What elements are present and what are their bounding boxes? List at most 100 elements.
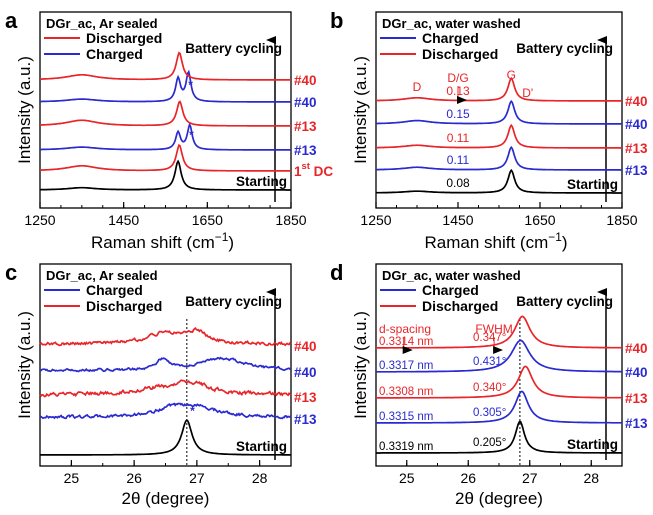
asterisk-annotation: *: [190, 404, 195, 418]
spectrum-line: [40, 51, 291, 81]
panel-title: DGr_ac, water washed: [382, 16, 521, 31]
x-axis-label: Raman shift (cm−1): [91, 230, 234, 252]
series-label: 1st DC: [294, 161, 333, 179]
x-tick-label: 1450: [108, 212, 139, 228]
series-label: Starting: [567, 177, 618, 192]
series-label: #13: [625, 416, 648, 431]
panel-title: DGr_ac, water washed: [382, 268, 521, 283]
spectrum-line: [40, 419, 291, 456]
series-label: #40: [294, 95, 317, 110]
legend-label: Discharged: [86, 298, 162, 314]
spectrum-line: [40, 100, 291, 127]
series-label: #40: [625, 94, 648, 109]
d-spacing-header: d-spacing: [379, 322, 431, 336]
panel-a: a 1250 1450 1650 1850 Raman shift (cm−1) Inten…: [5, 8, 333, 252]
series-label: #13: [294, 143, 317, 158]
peak-label-d: D: [413, 80, 422, 94]
series-label: #13: [294, 412, 317, 427]
series-label: Starting: [236, 439, 287, 454]
dg-ratio-value: 0.08: [446, 176, 470, 190]
panel-letter: c: [5, 260, 17, 285]
legend-label: Charged: [422, 30, 479, 46]
y-axis-label: Intensity (a.u.): [351, 56, 370, 164]
x-tick-label: 1850: [275, 212, 306, 228]
spectrum-line: [376, 145, 622, 171]
x-tick-label: 1650: [192, 212, 223, 228]
panel-title: DGr_ac, Ar sealed: [46, 16, 158, 31]
fwhm-header: FWHM: [475, 322, 512, 336]
x-tick-label: 1250: [360, 212, 391, 228]
spectrum-line: [40, 69, 291, 103]
arrow-label: Battery cycling: [516, 294, 613, 309]
series-label: #40: [294, 365, 317, 380]
panel-title: DGr_ac, Ar sealed: [46, 268, 158, 283]
spectrum-line: [39, 402, 292, 420]
series-label: #13: [625, 141, 648, 156]
series-label: #40: [294, 73, 317, 88]
fwhm-value: 0.305°: [473, 407, 506, 419]
legend-label: Charged: [86, 46, 143, 62]
spectrum-line: [376, 420, 622, 454]
series-label: #13: [294, 390, 317, 405]
y-axis-label: Intensity (a.u.): [15, 56, 34, 164]
x-tick-label: 28: [583, 470, 599, 486]
x-tick-label: 27: [522, 470, 538, 486]
fwhm-value: 0.431°: [473, 356, 506, 368]
x-tick-label: 1850: [606, 212, 637, 228]
spectrum-line: [376, 390, 622, 424]
spectrum-line: [39, 327, 292, 347]
x-axis-label: Raman shift (cm−1): [425, 230, 568, 252]
series-label: #40: [625, 341, 648, 356]
x-tick-label: 1650: [524, 212, 555, 228]
x-tick-label: 25: [64, 470, 80, 486]
x-tick-label: 27: [189, 470, 205, 486]
peak-label-g: G: [507, 68, 516, 82]
x-tick-label: 1450: [442, 212, 473, 228]
fwhm-value: 0.347°: [473, 332, 506, 344]
panel-letter: d: [330, 260, 343, 285]
d-spacing-value: 0.3315 nm: [379, 411, 433, 423]
x-tick-label: 25: [399, 470, 415, 486]
spectrum-line: [39, 159, 291, 191]
spectrum-line: [376, 315, 622, 349]
x-axis-label: 2θ (degree): [455, 489, 543, 508]
series-label: #13: [294, 119, 317, 134]
spectrum-line: [376, 339, 622, 373]
y-axis-label: Intensity (a.u.): [15, 311, 34, 419]
panel-c: c 25 26 27 28 2θ (degree) Intensity (a.u.) DGr_…: [5, 260, 317, 508]
fwhm-value: 0.340°: [473, 382, 506, 394]
series-label: #13: [625, 163, 648, 178]
d-spacing-value: 0.3317 nm: [379, 360, 433, 372]
spectrum-line: [40, 143, 291, 172]
series-label: Starting: [236, 174, 287, 189]
d-spacing-value: 0.3319 nm: [379, 441, 433, 453]
spectrum-line: [39, 379, 292, 398]
peak-label-dprime: D': [522, 86, 533, 100]
series-label: #40: [294, 339, 317, 354]
asterisk-annotation: *: [188, 78, 193, 92]
spectrum-line: [376, 76, 622, 102]
panel-b: b 1250 1450 1650 1850 Raman shift (cm−1) Inten…: [330, 8, 648, 252]
fwhm-value: 0.205°: [473, 437, 506, 449]
legend-label: Discharged: [86, 30, 162, 46]
spectrum-line: [376, 99, 622, 125]
y-axis-label: Intensity (a.u.): [351, 311, 370, 419]
series-label: #40: [625, 365, 648, 380]
x-tick-label: 28: [252, 470, 268, 486]
spectrum-line: [376, 168, 622, 194]
x-axis-label: 2θ (degree): [122, 489, 210, 508]
panel-letter: a: [5, 8, 18, 33]
arrow-label: Battery cycling: [185, 41, 282, 56]
spectrum-line: [40, 356, 291, 373]
x-tick-label: 26: [460, 470, 476, 486]
spectrum-line: [376, 365, 623, 399]
d-spacing-value: 0.3314 nm: [379, 336, 433, 348]
peak-label-dg: D/G: [447, 71, 468, 85]
dg-ratio-value: 0.15: [446, 107, 470, 121]
arrow-label: Battery cycling: [516, 41, 613, 56]
x-tick-label: 26: [126, 470, 142, 486]
panel-d: d 25 26 27 28 2θ (degree) Intensity (a.u.) DGr_…: [330, 260, 648, 508]
dg-ratio-value: 0.11: [447, 153, 470, 167]
series-label: #13: [625, 391, 648, 406]
